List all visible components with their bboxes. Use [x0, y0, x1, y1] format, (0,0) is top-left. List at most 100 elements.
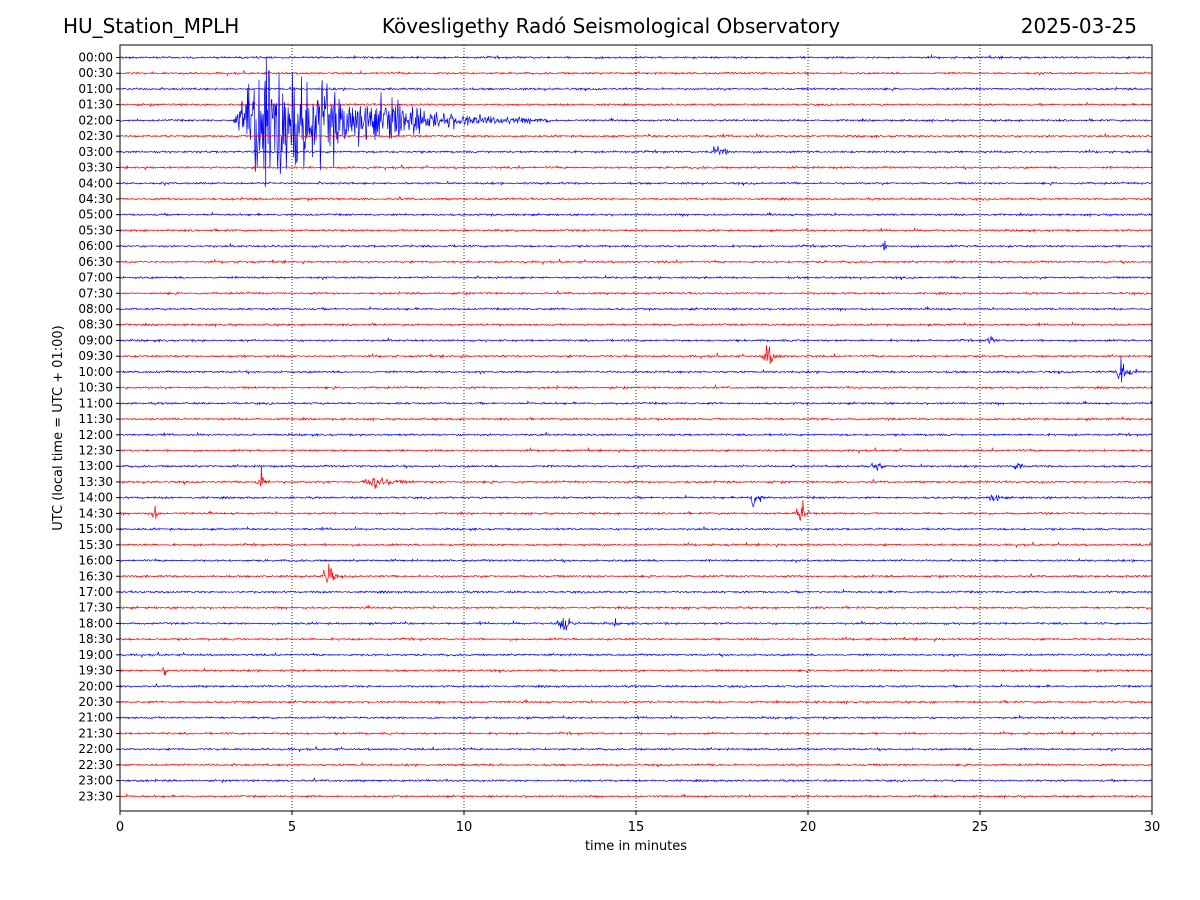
trace-row-1630 — [119, 563, 1153, 584]
trace-row-1430 — [119, 500, 1153, 521]
y-tick-label: 16:00 — [78, 554, 113, 568]
trace-row-1730 — [119, 604, 1153, 611]
trace-row-1830 — [119, 635, 1153, 643]
y-tick-label: 13:00 — [78, 459, 113, 473]
trace-row-0030 — [119, 69, 1153, 77]
y-tick-label: 14:00 — [78, 491, 113, 505]
trace-row-2130 — [119, 729, 1153, 737]
y-tick-label: 18:30 — [78, 632, 113, 646]
trace-row-2200 — [119, 745, 1153, 753]
x-tick-label: 10 — [456, 820, 473, 835]
trace-row-0530 — [119, 227, 1153, 233]
y-tick-label: 15:00 — [78, 522, 113, 536]
y-tick-label: 03:00 — [78, 145, 113, 159]
trace-row-1100 — [119, 400, 1153, 407]
trace-row-2230 — [119, 761, 1152, 768]
y-tick-label: 20:30 — [78, 695, 113, 709]
y-tick-label: 12:00 — [78, 428, 113, 442]
trace-row-2100 — [120, 714, 1153, 721]
x-tick-label: 5 — [288, 820, 296, 835]
y-tick-label: 11:30 — [78, 412, 113, 426]
y-tick-label: 15:30 — [78, 538, 113, 552]
trace-row-1900 — [119, 651, 1153, 659]
trace-row-1230 — [119, 446, 1152, 455]
y-tick-label: 01:30 — [78, 98, 113, 112]
y-tick-label: 01:00 — [78, 82, 113, 96]
trace-row-2300 — [119, 777, 1153, 784]
trace-row-0730 — [119, 289, 1153, 297]
trace-row-0630 — [119, 258, 1153, 266]
trace-row-1030 — [119, 384, 1153, 391]
y-tick-label: 05:00 — [78, 208, 113, 222]
x-tick-label: 25 — [972, 820, 989, 835]
y-tick-label: 02:00 — [78, 113, 113, 127]
trace-row-0200 — [119, 56, 1153, 188]
x-tick-label: 30 — [1144, 820, 1161, 835]
y-tick-label: 23:30 — [78, 789, 113, 803]
trace-row-0500 — [119, 211, 1153, 218]
x-tick-label: 15 — [628, 820, 645, 835]
y-tick-label: 19:00 — [78, 648, 113, 662]
y-tick-label: 23:00 — [78, 774, 113, 788]
trace-row-1000 — [119, 357, 1152, 383]
trace-row-1300 — [119, 462, 1152, 471]
station-name: HU_Station_MPLH — [63, 14, 240, 38]
y-tick-label: 04:30 — [78, 192, 113, 206]
trace-row-0700 — [119, 274, 1153, 281]
trace-row-1530 — [119, 541, 1153, 549]
chart-date: 2025-03-25 — [1020, 14, 1137, 38]
y-tick-label: 18:00 — [78, 616, 113, 630]
y-tick-label: 16:30 — [78, 569, 113, 583]
y-tick-label: 10:00 — [78, 365, 113, 379]
trace-row-1200 — [119, 432, 1153, 438]
x-tick-label: 20 — [800, 820, 817, 835]
trace-row-1930 — [119, 666, 1153, 676]
y-tick-label: 07:00 — [78, 271, 113, 285]
trace-row-1500 — [119, 525, 1153, 532]
y-tick-label: 22:00 — [78, 742, 113, 756]
trace-row-0800 — [119, 305, 1153, 313]
y-tick-label: 12:30 — [78, 444, 113, 458]
trace-row-1800 — [119, 617, 1153, 631]
grid-lines — [291, 45, 981, 811]
trace-row-1700 — [119, 588, 1153, 595]
y-tick-label: 09:00 — [78, 333, 113, 347]
y-tick-label: 08:00 — [78, 302, 113, 316]
y-tick-label: 22:30 — [78, 758, 113, 772]
y-tick-label: 06:30 — [78, 255, 113, 269]
trace-row-0830 — [119, 321, 1153, 328]
chart-title: Kövesligethy Radó Seismological Observat… — [381, 14, 841, 38]
seismogram-traces — [119, 54, 1153, 800]
y-tick-label: 20:00 — [78, 679, 113, 693]
trace-row-0300 — [119, 146, 1153, 156]
y-tick-label: 17:00 — [78, 585, 113, 599]
trace-row-0330 — [119, 164, 1153, 172]
y-tick-label: 21:30 — [78, 726, 113, 740]
y-axis-label: UTC (local time = UTC + 01:00) — [51, 325, 66, 530]
x-axis-label: time in minutes — [585, 839, 687, 854]
y-tick-label: 07:30 — [78, 286, 113, 300]
trace-row-0600 — [119, 240, 1153, 251]
y-tick-label: 00:00 — [78, 51, 113, 65]
trace-row-0400 — [119, 180, 1153, 187]
y-tick-label: 19:30 — [78, 664, 113, 678]
trace-row-1400 — [119, 494, 1152, 508]
x-axis-ticks: 0 5 10 15 20 25 30 — [116, 811, 1160, 835]
y-tick-label: 04:00 — [78, 176, 113, 190]
trace-row-1600 — [119, 557, 1153, 564]
trace-row-1330 — [119, 464, 1153, 489]
trace-row-0000 — [119, 54, 1153, 61]
trace-row-0900 — [119, 335, 1153, 345]
x-tick-label: 0 — [116, 820, 124, 835]
y-tick-label: 05:30 — [78, 223, 113, 237]
y-tick-label: 06:00 — [78, 239, 113, 253]
y-tick-label: 03:30 — [78, 161, 113, 175]
y-tick-label: 13:30 — [78, 475, 113, 489]
y-tick-label: 21:00 — [78, 711, 113, 725]
trace-row-0230 — [119, 132, 1153, 139]
trace-row-2030 — [120, 698, 1153, 706]
trace-row-1130 — [120, 415, 1153, 422]
y-tick-label: 11:00 — [78, 396, 113, 410]
